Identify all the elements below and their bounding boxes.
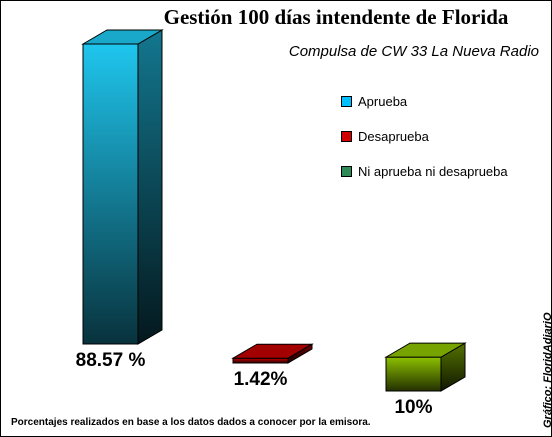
legend-item-aprueba: Aprueba (341, 91, 508, 111)
data-label-ni-aprueba: 10% (394, 397, 432, 418)
bar-top-desaprueba (231, 343, 314, 359)
chart-title: Gestión 100 días intendente de Florida (163, 5, 509, 29)
legend-swatch-aprueba (341, 95, 352, 107)
bar-front-desaprueba (232, 357, 289, 364)
bar-top-aprueba (81, 29, 164, 45)
bar-desaprueba (231, 343, 314, 364)
legend-label-ni-aprueba: Ni aprueba ni desaprueba (358, 163, 508, 179)
legend-item-desaprueba: Desaprueba (341, 126, 508, 146)
bar-top-ni-aprueba (384, 342, 467, 358)
footnote: Porcentajes realizados en base a los dat… (11, 417, 371, 428)
chart-credit: Gráfico: FloridAdiariO (542, 312, 552, 428)
legend-swatch-desaprueba (341, 130, 352, 142)
bar-ni-aprueba (384, 342, 467, 392)
legend-item-ni-aprueba: Ni aprueba ni desaprueba (341, 161, 508, 181)
legend: Aprueba Desaprueba Ni aprueba ni desapru… (341, 91, 508, 196)
bar-aprueba (81, 29, 164, 345)
data-label-aprueba: 88.57 % (76, 350, 146, 371)
bar-front-aprueba (82, 43, 139, 345)
chart-subtitle: Compulsa de CW 33 La Nueva Radio (288, 43, 539, 60)
bar-side-aprueba (137, 29, 163, 345)
legend-label-aprueba: Aprueba (358, 93, 408, 109)
legend-label-desaprueba: Desaprueba (358, 128, 429, 144)
legend-swatch-ni-aprueba (341, 165, 352, 177)
bar-front-ni-aprueba (385, 356, 442, 392)
data-label-desaprueba: 1.42% (234, 369, 288, 390)
